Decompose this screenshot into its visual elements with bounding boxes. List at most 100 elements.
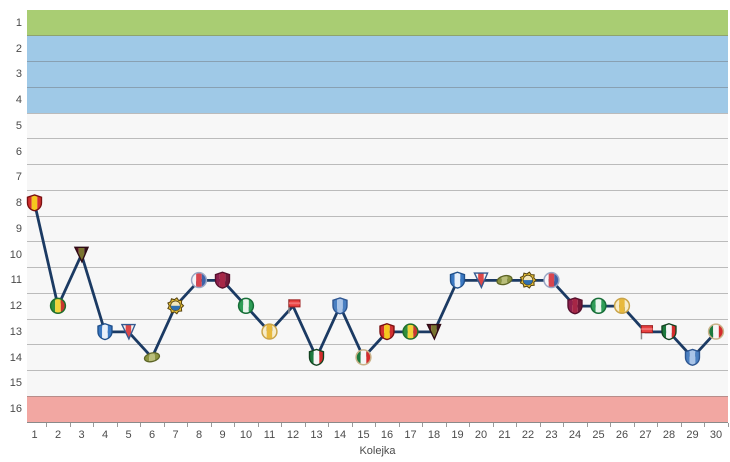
x-tick-label: 27 [639, 429, 652, 441]
x-tick-label: 10 [239, 429, 253, 441]
x-axis-tick [398, 423, 400, 427]
y-tick-label: 12 [9, 300, 22, 313]
x-tick-label: 11 [263, 429, 276, 441]
upper-zone-band [27, 61, 728, 88]
x-tick-label: 19 [451, 429, 464, 441]
y-tick-label: 7 [15, 171, 22, 184]
x-tick-label: 14 [333, 429, 347, 441]
y-tick-label: 1 [15, 16, 22, 29]
x-tick-label: 5 [125, 429, 132, 441]
x-axis-tick [469, 423, 471, 427]
mid-zone-band [27, 319, 728, 345]
y-tick-label: 8 [15, 197, 22, 210]
plot-area [27, 10, 729, 427]
gridline [27, 344, 728, 346]
mid-zone-band [27, 190, 728, 216]
y-tick-label: 16 [9, 403, 22, 416]
x-axis-tick [633, 423, 635, 427]
x-axis-tick [516, 423, 518, 427]
y-tick-label: 6 [15, 145, 22, 158]
top-zone-band [27, 10, 728, 36]
gridline [27, 267, 728, 268]
x-tick-label: 30 [709, 429, 723, 441]
x-tick-label: 29 [686, 429, 699, 441]
x-tick-label: 21 [498, 429, 511, 441]
x-axis-tick [257, 423, 259, 427]
y-tick-label: 10 [9, 248, 22, 261]
x-axis-line [27, 422, 728, 423]
x-tick-label: 4 [101, 429, 109, 441]
mid-zone-band [27, 138, 728, 165]
x-axis-tick [46, 423, 48, 427]
x-tick-label: 7 [172, 429, 179, 441]
x-tick-label: 1 [31, 429, 38, 441]
gridline [27, 318, 728, 320]
x-axis-tick [93, 423, 95, 427]
gridline [27, 241, 728, 243]
gridline [27, 370, 728, 371]
x-axis-tick [163, 423, 165, 427]
mid-zone-band [27, 370, 728, 397]
x-axis-tick [69, 423, 71, 427]
x-axis-tick [116, 423, 118, 427]
mid-zone-band [27, 241, 728, 268]
x-tick-label: 16 [380, 429, 394, 441]
upper-zone-band [27, 35, 728, 62]
x-axis-tick [328, 423, 330, 427]
mid-zone-band [27, 113, 728, 139]
gridline [27, 35, 728, 37]
y-tick-label: 9 [15, 222, 22, 235]
gridline [27, 215, 728, 217]
mid-zone-band [27, 293, 728, 319]
x-axis-tick [610, 423, 612, 427]
gridline [27, 189, 728, 191]
x-axis-tick [563, 423, 565, 427]
mid-zone-band [27, 267, 728, 294]
y-tick-label: 2 [15, 42, 22, 55]
x-tick-label: 2 [54, 429, 62, 441]
x-axis-tick [304, 423, 306, 427]
x-axis-tick [586, 423, 588, 427]
x-tick-label: 8 [195, 429, 203, 441]
x-tick-label: 12 [286, 429, 300, 441]
x-tick-label: 22 [521, 429, 535, 441]
y-tick-label: 14 [9, 351, 22, 364]
x-tick-label: 13 [310, 429, 323, 441]
x-tick-label: 25 [592, 429, 605, 441]
gridline [27, 395, 728, 397]
x-tick-label: 6 [148, 429, 156, 441]
mid-zone-band [27, 344, 728, 371]
x-axis-title: Kolejka [359, 445, 396, 457]
bottom-zone-band [27, 396, 728, 422]
y-tick-label: 13 [9, 325, 22, 338]
x-tick-label: 26 [615, 429, 629, 441]
x-axis-tick [234, 423, 236, 427]
x-axis-tick [210, 423, 212, 427]
mid-zone-band [27, 164, 728, 191]
x-axis-tick [657, 423, 659, 427]
x-tick-label: 3 [78, 429, 85, 441]
x-axis-tick [281, 423, 283, 427]
x-tick-label: 17 [404, 429, 417, 441]
x-tick-label: 23 [545, 429, 558, 441]
y-tick-label: 5 [15, 119, 22, 132]
x-axis-tick [140, 423, 142, 427]
x-axis-tick [187, 423, 189, 427]
gridline [27, 86, 728, 88]
y-tick-label: 11 [10, 274, 22, 287]
x-axis-tick [727, 423, 729, 427]
x-axis-tick [680, 423, 682, 427]
x-axis-tick [375, 423, 377, 427]
x-axis-tick [351, 423, 353, 427]
x-tick-label: 20 [474, 429, 488, 441]
gridline [27, 164, 728, 165]
gridline [27, 138, 728, 140]
y-tick-label: 3 [15, 68, 22, 81]
x-tick-label: 28 [662, 429, 676, 441]
x-axis-tick [704, 423, 706, 427]
x-axis-tick [422, 423, 424, 427]
y-tick-label: 4 [15, 94, 22, 107]
x-tick-label: 15 [357, 429, 370, 441]
x-tick-label: 24 [568, 429, 582, 441]
